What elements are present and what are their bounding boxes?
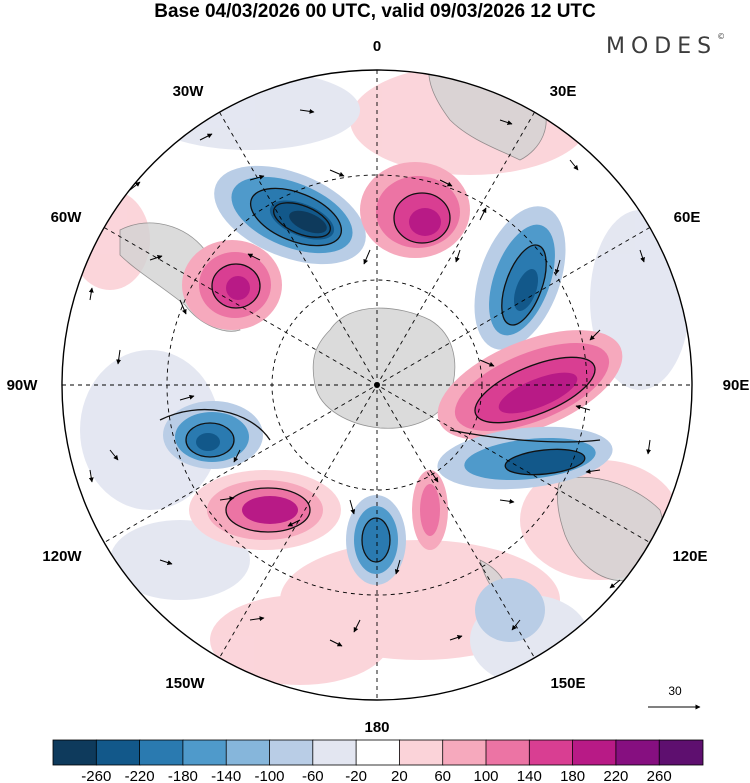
colorbar-swatch [398,739,444,766]
high-south-africa [360,162,470,258]
colorbar-swatch [269,739,314,766]
map-disk [62,70,692,700]
lon-label-0: 0 [373,38,381,55]
colorbar-swatch [312,739,357,766]
colorbar-swatch [95,739,141,766]
high-south-america [182,240,282,330]
lon-label-30w: 30W [173,83,205,100]
antarctica [312,307,456,429]
colorbar-swatch [658,739,704,766]
colorbar-swatch [528,739,574,766]
lon-label-60e: 60E [674,209,701,226]
lon-label-90e: 90E [723,377,750,394]
high-tasman [412,470,448,550]
lon-label-90w: 90W [7,377,39,394]
high-south-pacific [189,470,341,550]
map-boundary [61,69,693,701]
lon-label-180: 180 [364,719,389,736]
colorbar-tick-label: 20 [391,768,408,783]
colorbar-ticks: -260 -220 -180 -140 -100 -60 -20 20 60 100 140 180 2… [81,768,671,783]
low-southwest-pacific [475,578,545,642]
colorbar-swatch [139,739,184,766]
colorbar [52,739,704,766]
colorbar-tick-label: -220 [125,768,155,783]
map-title: Base 04/03/2026 00 UTC, valid 09/03/2026… [154,1,596,22]
reference-vector: 30 [648,684,701,710]
lon-label-30e: 30E [550,83,577,100]
contour-lines [159,187,601,563]
lon-label-150w: 150W [165,675,205,692]
colorbar-tick-label: -140 [211,768,241,783]
colorbar-swatch [52,739,98,766]
wind-vectors [88,108,652,647]
modes-logo: MODES© [606,32,726,59]
colorbar-tick-label: -260 [81,768,111,783]
colorbar-tick-label: 260 [647,768,672,783]
low-south-atlantic [214,165,366,265]
low-indian-ocean [474,206,566,350]
brand-name: MODES [606,34,718,59]
colorbar-tick-label: 220 [603,768,628,783]
colorbar-swatch [572,739,617,766]
lon-label-120w: 120W [42,548,82,565]
colorbar-swatch [442,739,487,766]
copyright-mark: © [717,32,726,41]
colorbar-tick-label: -20 [345,768,367,783]
colorbar-tick-label: 60 [434,768,451,783]
colorbar-swatch [225,739,271,766]
colorbar-tick-label: 140 [517,768,542,783]
colorbar-swatch [182,739,228,766]
low-amundsen-sea [163,401,263,469]
colorbar-swatch [355,739,401,766]
reference-vector-value: 30 [668,684,682,698]
lon-label-60w: 60W [51,209,83,226]
colorbar-tick-label: -100 [254,768,284,783]
colorbar-tick-label: -180 [168,768,198,783]
colorbar-swatch [485,739,531,766]
lon-label-150e: 150E [550,675,585,692]
colorbar-tick-label: 180 [560,768,585,783]
south-pole-marker [374,382,380,388]
colorbar-swatch [615,739,661,766]
colorbar-tick-label: 100 [473,768,498,783]
lon-label-120e: 120E [672,548,707,565]
low-ross-sea [346,495,406,585]
colorbar-tick-label: -60 [302,768,324,783]
